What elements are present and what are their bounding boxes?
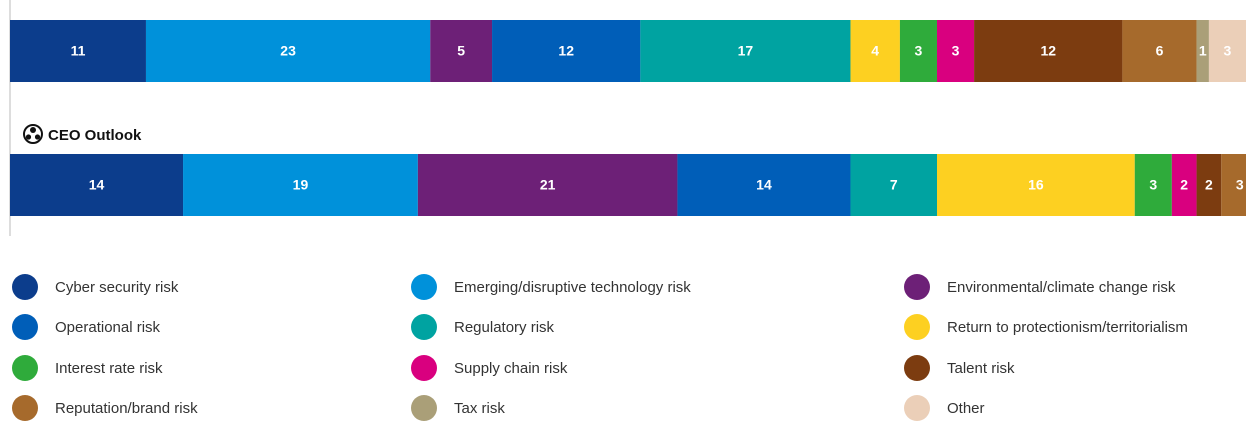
legend-label: Environmental/climate change risk (947, 279, 1176, 296)
value-label: 3 (1224, 43, 1232, 59)
legend-swatch (12, 274, 38, 300)
bar-segment (1208, 20, 1246, 82)
bar-segment (1122, 20, 1197, 82)
bar-segment (10, 154, 184, 216)
legend-swatch (411, 274, 437, 300)
bar-segment (1221, 154, 1246, 216)
bar-segment (850, 154, 937, 216)
value-label: 6 (1156, 43, 1164, 59)
legend-swatch (904, 314, 930, 340)
legend-swatch (411, 314, 437, 340)
bar-segment (974, 20, 1123, 82)
bar-segment (1196, 154, 1222, 216)
value-label: 1 (1199, 43, 1207, 59)
legend-label: Other (947, 400, 985, 417)
bar-segment (10, 20, 146, 82)
value-label: 3 (1149, 177, 1157, 193)
value-label: 14 (89, 177, 105, 193)
bar-segment (640, 20, 851, 82)
bar-segment (183, 154, 418, 216)
legend-label: Interest rate risk (55, 360, 163, 377)
value-label: 2 (1180, 177, 1188, 193)
legend-label: Talent risk (947, 360, 1015, 377)
legend-label: Emerging/disruptive technology risk (454, 279, 691, 296)
value-label: 16 (1028, 177, 1044, 193)
value-label: 5 (457, 43, 465, 59)
bar-segment (937, 154, 1135, 216)
legend-label: Supply chain risk (454, 360, 568, 377)
value-label: 3 (1236, 177, 1244, 193)
legend-swatch (12, 395, 38, 421)
legend-swatch (411, 395, 437, 421)
value-label: 4 (871, 43, 879, 59)
bar-segment (417, 154, 678, 216)
value-label: 12 (558, 43, 574, 59)
legend-label: Operational risk (55, 319, 161, 336)
bar-segment (899, 20, 937, 82)
legend-swatch (904, 395, 930, 421)
bar-segment (492, 20, 641, 82)
bar-segment (145, 20, 431, 82)
bar-segment (850, 20, 900, 82)
category-label: CEO Outlook (48, 127, 142, 144)
legend-swatch (411, 355, 437, 381)
bar-segment (1134, 154, 1172, 216)
value-label: 3 (952, 43, 960, 59)
value-label: 17 (738, 43, 754, 59)
bar-segment (430, 20, 493, 82)
legend-swatch (12, 314, 38, 340)
value-label: 3 (915, 43, 923, 59)
value-label: 19 (293, 177, 309, 193)
value-label: 21 (540, 177, 556, 193)
value-label: 14 (756, 177, 772, 193)
legend-swatch (904, 355, 930, 381)
ceo-icon (23, 124, 43, 144)
legend-swatch (12, 355, 38, 381)
value-label: 12 (1040, 43, 1056, 59)
legend-swatch (904, 274, 930, 300)
legend-label: Tax risk (454, 400, 505, 417)
legend-label: Cyber security risk (55, 279, 179, 296)
bar-segment (937, 20, 975, 82)
bar-segment (677, 154, 851, 216)
value-label: 23 (280, 43, 296, 59)
value-label: 2 (1205, 177, 1213, 193)
value-label: 11 (71, 43, 86, 59)
value-label: 7 (890, 177, 898, 193)
legend-label: Return to protectionism/territorialism (947, 319, 1188, 336)
bar-segment (1171, 154, 1197, 216)
legend-label: Reputation/brand risk (55, 400, 198, 417)
bar-segment (1196, 20, 1209, 82)
legend-label: Regulatory risk (454, 319, 555, 336)
